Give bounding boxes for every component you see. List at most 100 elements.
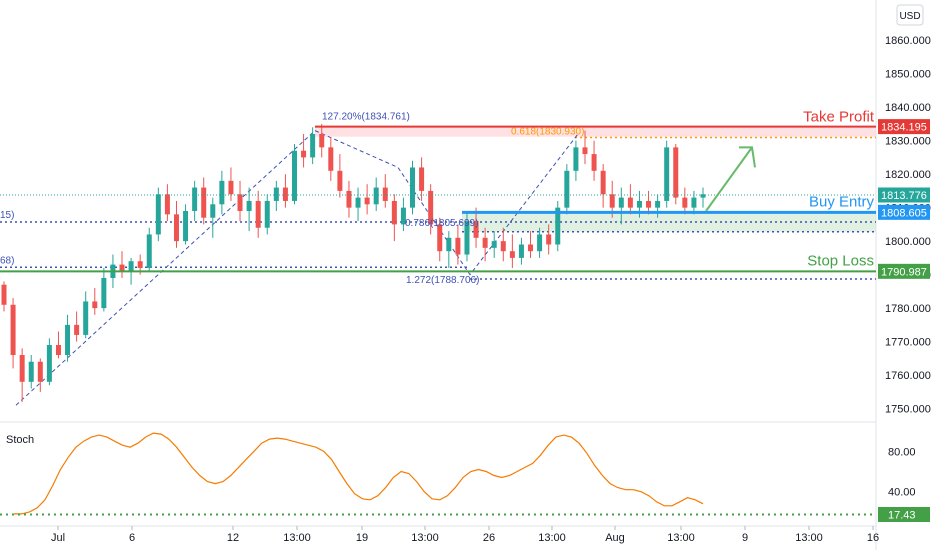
candle-body (337, 170, 343, 191)
candle-body (83, 301, 89, 335)
candle-body (364, 197, 370, 205)
candle-body (400, 207, 406, 225)
candle-body (346, 190, 352, 208)
candle-body (219, 180, 225, 205)
candle-body (437, 224, 443, 252)
time-tick-label: 13:00 (667, 532, 695, 544)
candles (1, 123, 706, 402)
stoch-tick-label: 40.00 (888, 487, 916, 499)
candle-body (282, 187, 288, 201)
candle-body (164, 194, 170, 215)
candle-body (1, 284, 7, 305)
candle-body (183, 211, 189, 242)
candle-body (137, 261, 143, 268)
last-price-tag-text: 1813.776 (881, 190, 927, 202)
fib-ext-top-label: 127.20%(1834.761) (322, 112, 410, 123)
price-tick-label: 1760.000 (885, 370, 931, 382)
time-tick-label: 13:00 (411, 532, 439, 544)
candle-body (509, 251, 515, 258)
candle-body (201, 187, 207, 218)
time-tick-label: 13:00 (795, 532, 823, 544)
candle-body (664, 147, 670, 201)
candle-body (446, 237, 452, 252)
candle-body (128, 261, 134, 272)
take-profit-price-tag-text: 1834.195 (881, 122, 927, 134)
time-tick-label: 13:00 (538, 532, 566, 544)
stop-loss-label: Stop Loss (807, 252, 874, 269)
candle-body (528, 244, 534, 252)
candle-body (673, 147, 679, 198)
candle-body (55, 344, 61, 356)
candle-body (455, 237, 461, 255)
stoch-title: Stoch (6, 434, 34, 446)
take-profit-zone (315, 126, 876, 137)
candle-body (10, 304, 16, 356)
candle-body (19, 355, 25, 382)
candle-body (564, 170, 570, 208)
candle-body (101, 277, 107, 309)
price-tick-label: 1830.000 (885, 136, 931, 148)
fib-left-label-b: 68) (0, 255, 14, 266)
candle-body (636, 200, 642, 208)
candle-body (518, 244, 524, 258)
time-tick-label: Aug (605, 532, 625, 544)
candle-body (28, 361, 34, 382)
candle-body (173, 214, 179, 242)
candle-body (555, 207, 561, 245)
fib-ret-mid-label: 0.786(1805.699) (405, 218, 478, 229)
candle-body (410, 167, 416, 208)
currency-badge[interactable]: USD (896, 4, 924, 26)
candle-body (491, 241, 497, 248)
candle-body (192, 187, 198, 211)
candle-body (700, 194, 706, 198)
candle-body (419, 167, 425, 191)
candle-body (92, 301, 98, 309)
stop-loss-price-tag: 1790.987 (878, 263, 930, 279)
candle-body (537, 234, 543, 252)
candle-body (246, 200, 252, 211)
candle-body (119, 264, 125, 272)
candle-body (591, 154, 597, 171)
price-axis[interactable]: 1860.000 1850.000 1840.000 1830.000 1820.000… (885, 35, 931, 415)
candle-body (146, 234, 152, 268)
stoch-last-tag: 17.43 (878, 506, 930, 522)
candle-body (301, 150, 307, 158)
time-axis[interactable]: Jul 6 12 13:00 19 13:00 26 13:00 Aug 13:00 9 13:00 1… (51, 526, 879, 544)
time-tick-label: 16 (867, 532, 879, 544)
candle-body (74, 324, 80, 335)
currency-badge-text: USD (899, 11, 920, 22)
time-tick-label: 19 (356, 532, 368, 544)
candle-body (609, 194, 615, 208)
buy-entry-label: Buy Entry (809, 193, 875, 210)
candle-body (319, 133, 325, 148)
candle-body (682, 197, 688, 208)
candle-body (473, 221, 479, 238)
price-tick-label: 1770.000 (885, 337, 931, 349)
candle-body (155, 194, 161, 235)
candle-body (428, 190, 434, 225)
take-profit-label: Take Profit (803, 109, 875, 126)
candle-body (228, 180, 234, 195)
last-price-tag: 1813.776 (878, 187, 930, 203)
price-tick-label: 1820.000 (885, 169, 931, 181)
projection-arrow (705, 146, 756, 212)
candle-body (310, 133, 316, 158)
candle-body (46, 344, 52, 382)
price-tick-label: 1780.000 (885, 303, 931, 315)
candle-body (482, 237, 488, 248)
candle-body (646, 200, 652, 208)
candle-body (273, 187, 279, 201)
candle-body (65, 324, 71, 356)
candle-body (691, 197, 697, 208)
candle-body (255, 200, 261, 228)
buy-entry-price-tag: 1808.605 (878, 204, 930, 220)
stoch-tick-label: 80.00 (888, 446, 916, 458)
time-tick-label: 26 (483, 532, 495, 544)
candle-body (391, 200, 397, 225)
candle-body (37, 361, 43, 382)
take-profit-price-tag: 1834.195 (878, 119, 930, 135)
candle-body (600, 170, 606, 195)
candle-body (618, 197, 624, 208)
stoch-last-tag-text: 17.43 (888, 509, 916, 521)
